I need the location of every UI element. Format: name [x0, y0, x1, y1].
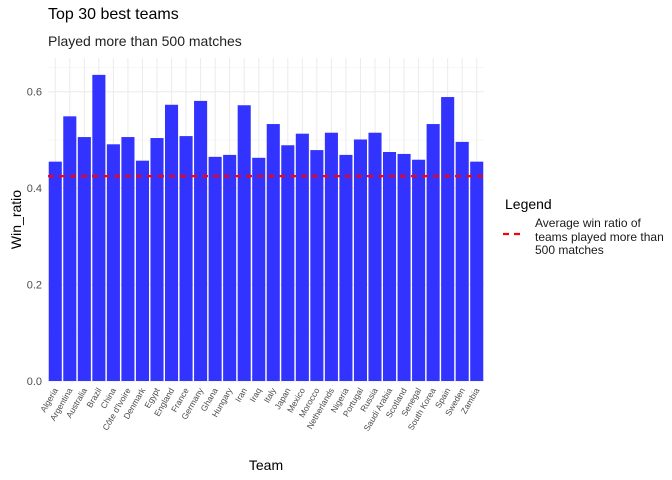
bar — [135, 160, 150, 381]
legend-entry-label: Average win ratio of teams played more t… — [535, 216, 664, 257]
y-tick-label: 0.6 — [27, 87, 42, 99]
y-tick-label: 0.2 — [27, 280, 42, 292]
y-tick-label: 0.0 — [27, 376, 42, 388]
bar — [368, 132, 382, 381]
bar — [295, 133, 309, 381]
chart-subtitle: Played more than 500 matches — [48, 33, 242, 49]
bar — [63, 116, 77, 382]
bar — [310, 150, 324, 381]
bar — [179, 136, 193, 381]
bar — [339, 154, 353, 381]
bar — [208, 156, 222, 381]
bar — [194, 100, 208, 381]
bar — [470, 161, 484, 381]
y-axis-title: Win_ratio — [8, 190, 24, 249]
bar — [455, 141, 469, 381]
bar — [353, 139, 368, 381]
bar — [223, 154, 237, 381]
y-tick-label: 0.4 — [27, 183, 42, 195]
plot-background — [48, 58, 484, 381]
bar — [266, 124, 280, 382]
bar — [92, 74, 106, 381]
bar — [397, 153, 411, 381]
legend-title: Legend — [505, 196, 552, 212]
bar — [426, 124, 440, 382]
bar — [48, 161, 62, 381]
bar — [237, 105, 251, 381]
x-axis-title: Team — [249, 457, 283, 473]
x-tick-label: Iran — [233, 386, 249, 404]
bar — [441, 97, 455, 381]
bar — [150, 138, 164, 381]
bar — [164, 104, 179, 381]
bar — [412, 159, 426, 381]
bar — [324, 132, 338, 381]
bar — [281, 145, 295, 381]
chart-title: Top 30 best teams — [48, 6, 179, 23]
bar — [121, 137, 135, 381]
bar — [252, 157, 266, 381]
legend-key-line — [503, 232, 525, 236]
bar — [382, 152, 397, 381]
bar — [77, 137, 91, 381]
bar — [106, 144, 120, 381]
x-tick-label: Iraq — [247, 386, 263, 404]
